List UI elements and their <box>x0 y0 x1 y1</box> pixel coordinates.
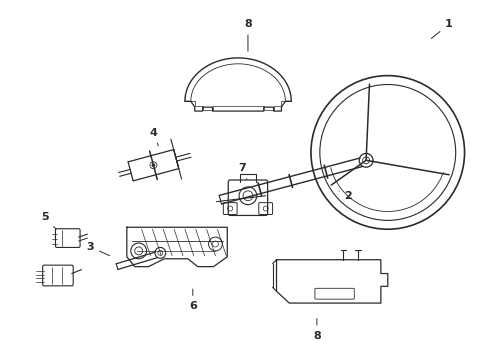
Text: 1: 1 <box>431 19 453 39</box>
Text: 8: 8 <box>313 319 321 341</box>
Text: 6: 6 <box>189 289 197 311</box>
Text: 7: 7 <box>238 163 247 179</box>
Text: 3: 3 <box>87 242 110 256</box>
Text: 4: 4 <box>149 128 158 146</box>
Circle shape <box>152 164 155 167</box>
Text: 8: 8 <box>244 19 252 51</box>
Text: 2: 2 <box>339 191 352 201</box>
Text: 5: 5 <box>41 212 56 229</box>
